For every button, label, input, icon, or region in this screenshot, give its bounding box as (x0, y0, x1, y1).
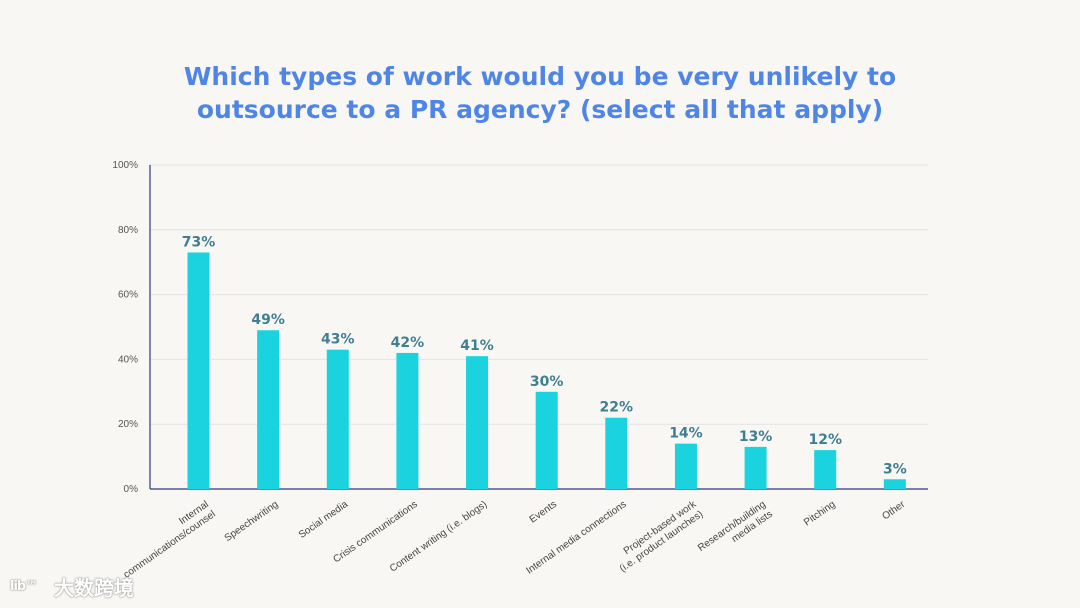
x-tick-label: Other (880, 499, 907, 523)
x-tick-label: Events (528, 499, 559, 526)
chart-title: Which types of work would you be very un… (0, 60, 1080, 126)
x-tick-label: Pitching (802, 499, 837, 528)
y-tick-label: 40% (118, 354, 138, 365)
x-tick-label-line: communications/counsel (122, 509, 218, 581)
data-label: 41% (460, 338, 494, 354)
chart-title-line-1: Which types of work would you be very un… (183, 62, 897, 91)
chart-title-line-2: outsource to a PR agency? (select all th… (196, 95, 884, 124)
data-label: 14% (669, 426, 703, 442)
bar (883, 479, 906, 489)
bar (326, 349, 349, 489)
x-tick-label-line: Speechwriting (223, 499, 281, 544)
bar (814, 450, 837, 489)
y-tick-label: 80% (118, 225, 138, 236)
data-label: 3% (883, 461, 907, 477)
x-tick-label-line: Events (528, 499, 559, 526)
bar (466, 356, 489, 489)
data-label: 22% (600, 400, 634, 416)
bar (257, 330, 280, 489)
x-tick-label-line: Other (880, 499, 907, 523)
x-tick-label: Social media (297, 499, 351, 541)
y-tick-label: 60% (118, 290, 138, 301)
data-label: 13% (739, 429, 773, 445)
y-tick-label: 100% (112, 160, 138, 171)
data-label: 30% (530, 374, 564, 390)
watermark-text: 大数跨境 (54, 576, 134, 600)
bar (744, 446, 767, 489)
x-tick-label-line: Pitching (802, 499, 837, 528)
watermark-logo: lib™ (10, 578, 38, 594)
x-tick-label-line: Social media (297, 499, 351, 541)
bar (187, 252, 210, 489)
bar (605, 417, 628, 489)
y-tick-label: 0% (124, 484, 139, 495)
data-label: 42% (391, 335, 425, 351)
data-label: 43% (321, 332, 355, 348)
watermark: lib™ 大数跨境 (10, 572, 134, 601)
data-label: 49% (251, 312, 285, 328)
data-label: 73% (182, 234, 216, 250)
x-tick-label: Speechwriting (223, 499, 281, 544)
bar (535, 391, 558, 489)
bar (396, 352, 419, 489)
data-label: 12% (808, 432, 842, 448)
y-tick-label: 20% (118, 419, 138, 430)
bar (674, 443, 697, 489)
